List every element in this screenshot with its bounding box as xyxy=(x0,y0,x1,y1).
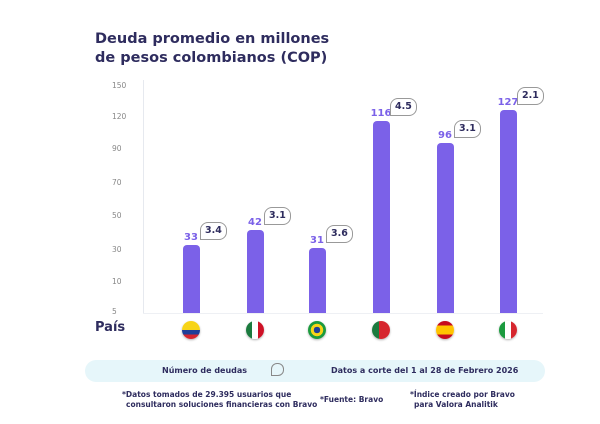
note-sample: *Datos tomados de 29.395 usuarios que co… xyxy=(122,390,317,410)
note-sample-line-1: *Datos tomados de 29.395 usuarios que xyxy=(122,390,292,399)
note-source: *Fuente: Bravo xyxy=(320,395,384,404)
bar-colombia xyxy=(182,244,200,313)
bar-españa xyxy=(436,142,454,313)
debt-count-bubble: 2.1 xyxy=(517,86,544,105)
note-sample-line-2: consultaron soluciones financieras con B… xyxy=(126,400,318,409)
chart-title: Deuda promedio en millones de pesos colo… xyxy=(95,30,329,68)
bar-value-label: 96 xyxy=(438,129,452,141)
y-tick-label: 150 xyxy=(112,81,127,90)
y-tick-label: 50 xyxy=(112,211,122,220)
bar-portugal xyxy=(372,121,390,313)
flag-méxico-icon xyxy=(246,321,264,339)
bar-brasil xyxy=(308,248,326,313)
y-tick-label: 120 xyxy=(112,112,127,121)
x-axis-label: País xyxy=(95,320,126,335)
bar-value-label: 31 xyxy=(310,235,324,247)
y-tick-label: 70 xyxy=(112,178,122,187)
x-axis-line xyxy=(143,313,543,314)
note-index: *Índice creado por Bravo para Valora Ana… xyxy=(410,390,515,410)
bar-value-label: 116 xyxy=(370,108,392,120)
debt-count-bubble: 3.4 xyxy=(200,221,227,240)
legend-date-range: Datos a corte del 1 al 28 de Febrero 202… xyxy=(331,366,519,375)
title-line-2: de pesos colombianos (COP) xyxy=(95,50,328,66)
flag-portugal-icon xyxy=(372,321,390,339)
debt-count-bubble: 3.1 xyxy=(454,119,481,138)
debt-count-bubble: 3.6 xyxy=(326,225,353,244)
legend-band: Número de deudas Datos a corte del 1 al … xyxy=(85,360,545,382)
flag-brasil-icon xyxy=(308,321,326,339)
debt-count-bubble: 3.1 xyxy=(264,206,291,225)
flag-españa-icon xyxy=(436,321,454,339)
y-axis-line xyxy=(143,80,144,314)
y-tick-label: 10 xyxy=(112,277,122,286)
bar-value-label: 33 xyxy=(184,231,198,243)
speech-bubble-icon xyxy=(271,363,284,376)
bar-italia xyxy=(499,109,517,313)
legend-debt-label: Número de deudas xyxy=(162,366,248,375)
bar-value-label: 127 xyxy=(497,96,519,108)
y-tick-label: 90 xyxy=(112,144,122,153)
y-tick-label: 30 xyxy=(112,245,122,254)
flag-italia-icon xyxy=(499,321,517,339)
bar-méxico xyxy=(246,229,264,313)
flag-colombia-icon xyxy=(182,321,200,339)
note-index-line-1: *Índice creado por Bravo xyxy=(410,390,515,399)
title-line-1: Deuda promedio en millones xyxy=(95,31,330,47)
debt-count-bubble: 4.5 xyxy=(390,98,417,117)
note-index-line-2: para Valora Analitik xyxy=(414,400,498,409)
y-tick-label: 5 xyxy=(112,307,117,316)
bar-value-label: 42 xyxy=(248,216,262,228)
